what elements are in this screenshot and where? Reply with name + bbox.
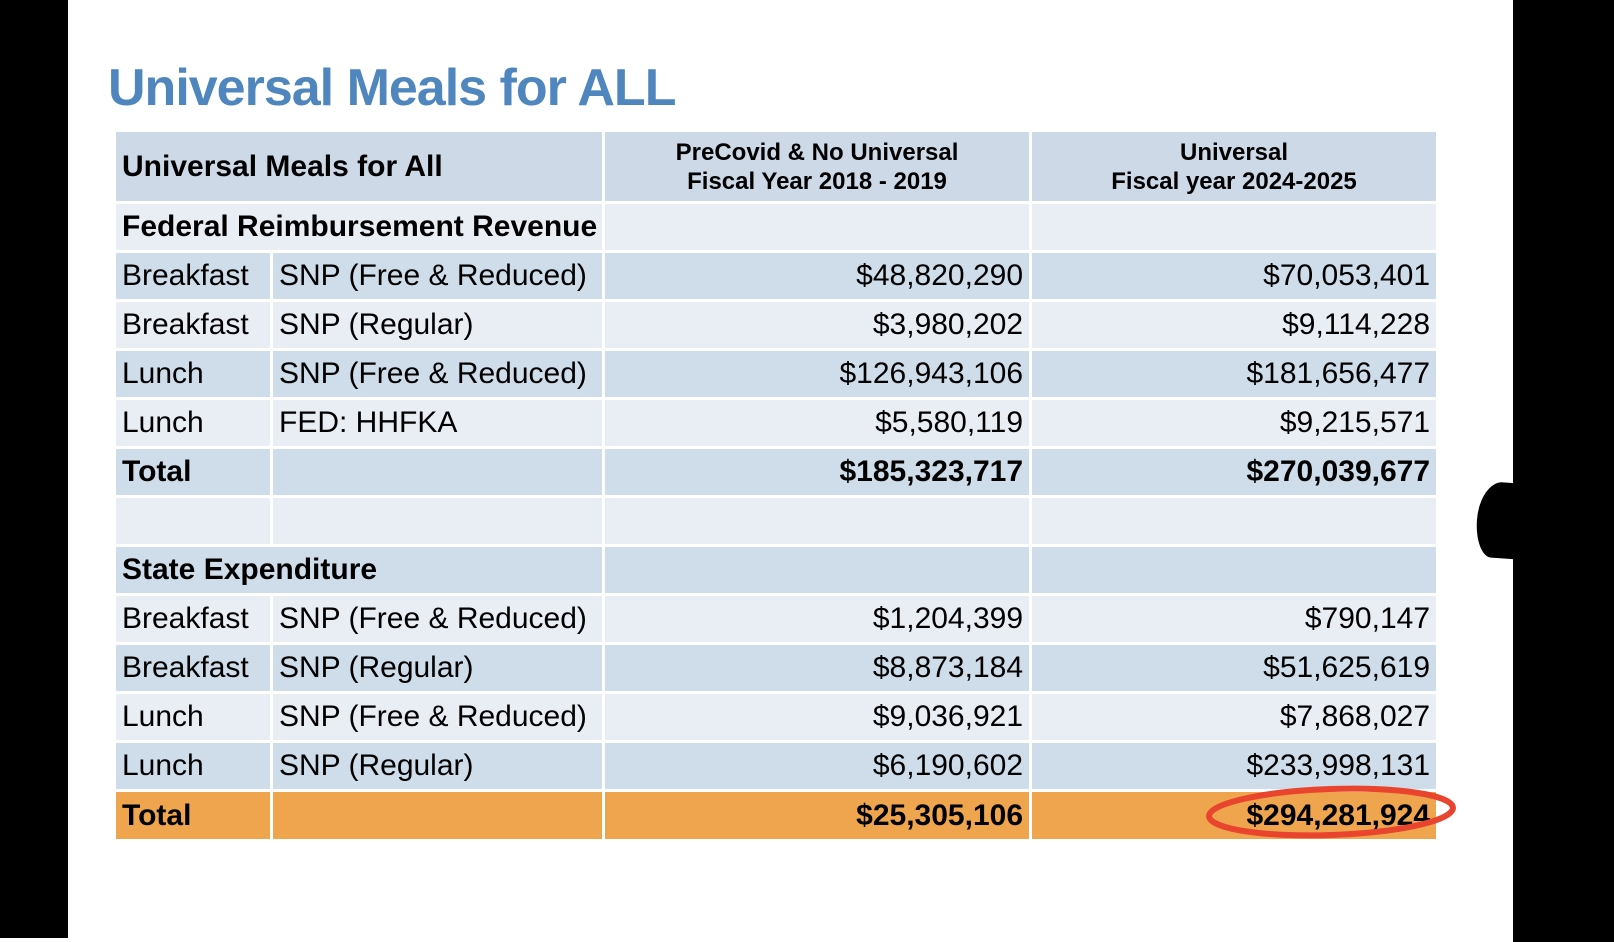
cell-meal: Breakfast bbox=[113, 250, 273, 302]
cell-meal: Lunch bbox=[113, 348, 273, 400]
cell-empty bbox=[602, 544, 1033, 596]
cell-program: FED: HHFKA bbox=[269, 397, 606, 449]
clipped-heading-text: and Nutrition! bbox=[198, 0, 758, 11]
cell-empty bbox=[1029, 495, 1440, 547]
header-col-fy1819-line1: PreCovid & No Universal bbox=[675, 138, 959, 166]
header-table-title: Universal Meals for All bbox=[112, 129, 606, 204]
page-title: Universal Meals for ALL bbox=[108, 59, 676, 117]
cell-empty bbox=[1029, 201, 1440, 253]
cell-empty bbox=[113, 495, 273, 547]
screen-edge-artifact bbox=[1474, 480, 1520, 560]
clipped-previous-heading: and Nutrition! bbox=[198, 0, 758, 11]
section-row-federal: Federal Reimbursement Revenue bbox=[112, 201, 1440, 253]
cell-fy1819-total: $185,323,717 bbox=[602, 446, 1033, 498]
cell-meal: Lunch bbox=[113, 397, 273, 449]
cell-fy1819: $3,980,202 bbox=[602, 299, 1033, 351]
table-header-row: Universal Meals for All PreCovid & No Un… bbox=[112, 129, 1440, 204]
header-col-fy1819-line2: Fiscal Year 2018 - 2019 bbox=[687, 167, 947, 195]
cell-fy1819: $126,943,106 bbox=[602, 348, 1033, 400]
header-col-fy1819: PreCovid & No Universal Fiscal Year 2018… bbox=[602, 129, 1033, 204]
table-row: Lunch SNP (Regular) $6,190,602 $233,998,… bbox=[113, 740, 1440, 792]
cell-fy2425-grand-total: $294,281,924 bbox=[1029, 789, 1440, 842]
cell-program: SNP (Regular) bbox=[269, 299, 606, 351]
universal-meals-table: Universal Meals for All PreCovid & No Un… bbox=[112, 129, 1440, 842]
cell-program: SNP (Regular) bbox=[269, 642, 606, 694]
cell-fy2425: $181,656,477 bbox=[1029, 348, 1440, 400]
table-row: Lunch FED: HHFKA $5,580,119 $9,215,571 bbox=[113, 397, 1440, 449]
spacer-row bbox=[113, 495, 1440, 547]
header-col-fy2425: Universal Fiscal year 2024-2025 bbox=[1029, 129, 1440, 204]
cell-meal: Lunch bbox=[113, 691, 273, 743]
cell-meal: Breakfast bbox=[113, 642, 273, 694]
cell-fy1819: $6,190,602 bbox=[602, 740, 1033, 792]
table-row: Breakfast SNP (Free & Reduced) $48,820,2… bbox=[113, 250, 1440, 302]
cell-fy1819: $9,036,921 bbox=[602, 691, 1033, 743]
screen-edge-bar-left bbox=[0, 0, 68, 938]
cell-fy1819: $5,580,119 bbox=[602, 397, 1033, 449]
table-row: Breakfast SNP (Regular) $8,873,184 $51,6… bbox=[113, 642, 1440, 694]
cell-total-label: Total bbox=[113, 789, 273, 842]
cell-meal: Breakfast bbox=[113, 299, 273, 351]
cell-total-label: Total bbox=[113, 446, 273, 498]
grand-total-row: Total $25,305,106 $294,281,924 bbox=[113, 789, 1440, 842]
section-label: State Expenditure bbox=[112, 544, 606, 596]
cell-fy2425: $7,868,027 bbox=[1029, 691, 1440, 743]
cell-program: SNP (Free & Reduced) bbox=[269, 691, 606, 743]
cell-fy1819-grand-total: $25,305,106 bbox=[602, 789, 1033, 842]
cell-empty bbox=[1029, 544, 1440, 596]
cell-empty bbox=[602, 201, 1033, 253]
cell-empty bbox=[602, 495, 1033, 547]
cell-empty bbox=[269, 446, 606, 498]
cell-meal: Breakfast bbox=[113, 593, 273, 645]
cell-program: SNP (Free & Reduced) bbox=[269, 348, 606, 400]
cell-program: SNP (Regular) bbox=[269, 740, 606, 792]
cell-empty bbox=[269, 495, 606, 547]
header-col-fy2425-line1: Universal bbox=[1179, 138, 1289, 166]
screen-edge-bar-right bbox=[1513, 0, 1614, 942]
cell-fy1819: $48,820,290 bbox=[602, 250, 1033, 302]
total-row-federal: Total $185,323,717 $270,039,677 bbox=[113, 446, 1440, 498]
cell-fy1819: $1,204,399 bbox=[602, 593, 1033, 645]
table-row: Lunch SNP (Free & Reduced) $126,943,106 … bbox=[113, 348, 1440, 400]
cell-fy2425: $9,114,228 bbox=[1029, 299, 1440, 351]
cell-fy2425: $790,147 bbox=[1029, 593, 1440, 645]
table-row: Breakfast SNP (Regular) $3,980,202 $9,11… bbox=[113, 299, 1440, 351]
cell-program: SNP (Free & Reduced) bbox=[269, 593, 606, 645]
section-label: Federal Reimbursement Revenue bbox=[112, 201, 606, 253]
cell-fy2425: $233,998,131 bbox=[1029, 740, 1440, 792]
cell-empty bbox=[269, 789, 606, 842]
table-row: Lunch SNP (Free & Reduced) $9,036,921 $7… bbox=[113, 691, 1440, 743]
cell-fy2425: $9,215,571 bbox=[1029, 397, 1440, 449]
cell-fy1819: $8,873,184 bbox=[602, 642, 1033, 694]
cell-fy2425: $51,625,619 bbox=[1029, 642, 1440, 694]
header-col-fy2425-line2: Fiscal year 2024-2025 bbox=[1111, 167, 1357, 195]
cell-program: SNP (Free & Reduced) bbox=[269, 250, 606, 302]
cell-meal: Lunch bbox=[113, 740, 273, 792]
cell-fy2425-total: $270,039,677 bbox=[1029, 446, 1440, 498]
section-row-state: State Expenditure bbox=[112, 544, 1440, 596]
table-row: Breakfast SNP (Free & Reduced) $1,204,39… bbox=[113, 593, 1440, 645]
cell-fy2425: $70,053,401 bbox=[1029, 250, 1440, 302]
